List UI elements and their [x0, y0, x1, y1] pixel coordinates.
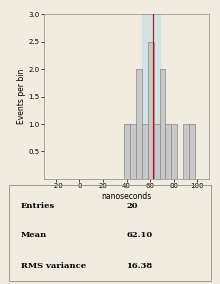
Text: 62.10: 62.10	[126, 231, 152, 239]
X-axis label: nanoseconds: nanoseconds	[101, 192, 152, 201]
Y-axis label: Events per bin: Events per bin	[17, 69, 26, 124]
Bar	[183, 124, 189, 179]
Text: RMS variance: RMS variance	[21, 262, 86, 270]
Bar	[160, 69, 165, 179]
Bar	[124, 124, 130, 179]
Bar	[171, 124, 177, 179]
Text: 20: 20	[126, 202, 138, 210]
Text: 16.38: 16.38	[126, 262, 152, 270]
Bar	[154, 124, 160, 179]
Bar	[165, 124, 171, 179]
Bar	[148, 42, 154, 179]
Bar	[142, 14, 160, 179]
Text: Entries: Entries	[21, 202, 55, 210]
Bar	[189, 124, 195, 179]
Bar	[136, 69, 142, 179]
Bar	[142, 124, 148, 179]
Text: Mean: Mean	[21, 231, 47, 239]
Bar	[130, 124, 136, 179]
